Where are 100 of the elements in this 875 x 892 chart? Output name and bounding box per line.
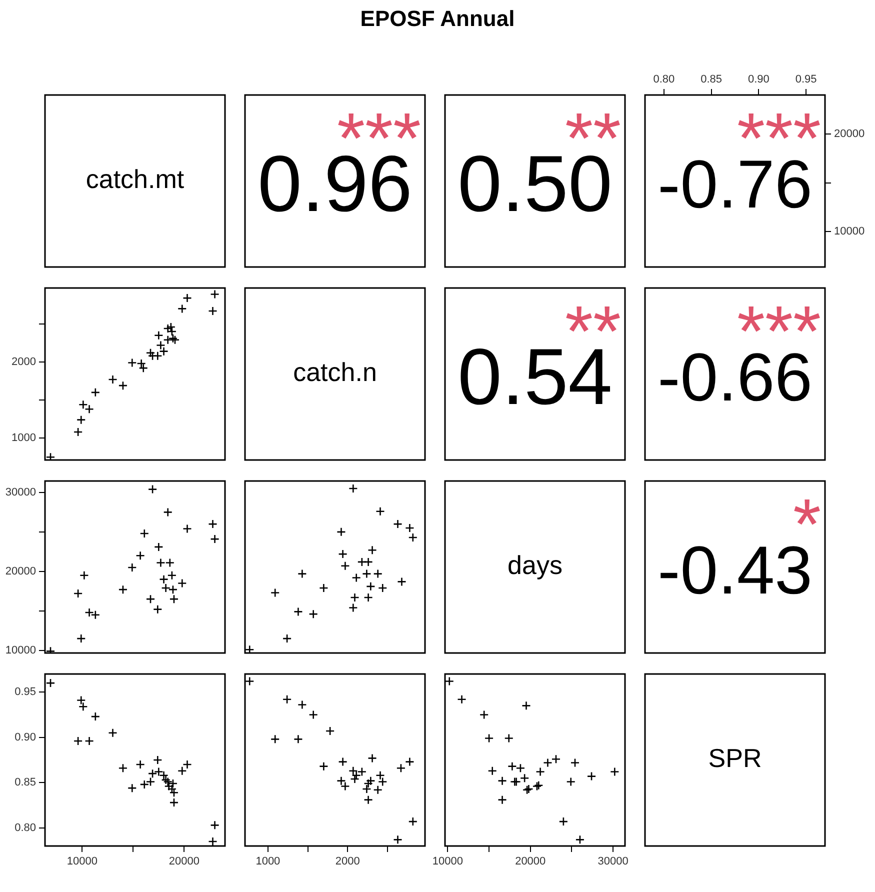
point bbox=[558, 816, 568, 826]
x-tick-label: 0.90 bbox=[748, 73, 770, 86]
point bbox=[445, 676, 454, 686]
point bbox=[457, 694, 466, 704]
y-tick-label: 1000 bbox=[12, 432, 36, 444]
text: EPOSF Annual bbox=[359, 6, 516, 32]
point bbox=[570, 758, 580, 768]
x-tick-label: 0.85 bbox=[700, 73, 722, 86]
point bbox=[551, 754, 561, 764]
point bbox=[366, 776, 376, 786]
y-tick-label: 0.90 bbox=[14, 731, 36, 744]
point bbox=[325, 726, 335, 736]
point bbox=[408, 532, 418, 542]
point bbox=[136, 760, 145, 770]
point bbox=[108, 728, 118, 738]
point bbox=[319, 583, 328, 593]
point bbox=[362, 569, 372, 578]
point bbox=[154, 330, 164, 340]
point bbox=[282, 634, 292, 644]
x-tick-label: 0.95 bbox=[795, 73, 817, 86]
point bbox=[373, 785, 382, 795]
point bbox=[90, 388, 100, 398]
point bbox=[536, 767, 545, 776]
point bbox=[368, 545, 377, 555]
point bbox=[393, 519, 402, 529]
point bbox=[169, 594, 179, 604]
point bbox=[208, 306, 218, 316]
point bbox=[504, 734, 514, 743]
point bbox=[148, 484, 158, 494]
y-tick-label: 0.85 bbox=[14, 776, 36, 789]
point bbox=[352, 573, 361, 582]
y-tick-label: 2000 bbox=[12, 356, 36, 368]
point bbox=[167, 570, 177, 580]
point bbox=[498, 795, 507, 804]
point bbox=[84, 736, 94, 746]
point bbox=[73, 588, 83, 598]
point bbox=[245, 644, 254, 653]
point bbox=[294, 607, 303, 616]
text: catch.n bbox=[293, 357, 377, 388]
point bbox=[393, 835, 402, 844]
point bbox=[127, 562, 137, 572]
point bbox=[484, 734, 494, 743]
point bbox=[127, 783, 137, 793]
point bbox=[319, 762, 328, 771]
point bbox=[161, 583, 170, 593]
point bbox=[163, 335, 173, 345]
point bbox=[508, 762, 517, 771]
point bbox=[357, 767, 367, 776]
point bbox=[118, 380, 128, 390]
point bbox=[522, 701, 531, 710]
point bbox=[108, 374, 118, 384]
y-tick-label: 0.80 bbox=[14, 822, 36, 834]
point bbox=[165, 558, 175, 568]
y-tick-label: 0.95 bbox=[14, 686, 36, 698]
point bbox=[610, 767, 620, 776]
point bbox=[364, 592, 373, 602]
text: SPR bbox=[708, 743, 762, 774]
point bbox=[80, 570, 89, 580]
point bbox=[520, 773, 530, 783]
point bbox=[479, 710, 489, 720]
point bbox=[408, 816, 418, 826]
point bbox=[182, 293, 192, 303]
point bbox=[396, 764, 406, 773]
point bbox=[543, 758, 552, 768]
point bbox=[308, 710, 318, 720]
point bbox=[118, 764, 128, 773]
point bbox=[208, 519, 218, 529]
x-tick-label: 0.80 bbox=[653, 73, 675, 86]
point bbox=[336, 527, 346, 537]
point bbox=[282, 694, 292, 704]
point bbox=[488, 766, 498, 776]
point bbox=[168, 584, 178, 594]
point bbox=[357, 557, 367, 567]
point bbox=[156, 558, 166, 568]
point bbox=[516, 764, 526, 773]
point bbox=[294, 734, 303, 744]
point bbox=[364, 557, 373, 567]
point bbox=[46, 678, 56, 688]
point bbox=[586, 772, 596, 781]
point bbox=[566, 777, 576, 786]
point bbox=[298, 569, 307, 578]
point bbox=[153, 604, 162, 614]
x-tick-label: 20000 bbox=[515, 856, 546, 868]
point bbox=[364, 778, 373, 788]
point bbox=[182, 760, 192, 770]
point bbox=[118, 584, 128, 594]
point bbox=[182, 524, 192, 534]
point bbox=[405, 523, 414, 533]
x-tick-label: 30000 bbox=[598, 856, 628, 868]
point bbox=[298, 700, 307, 710]
point bbox=[140, 780, 150, 790]
point bbox=[146, 594, 156, 604]
point bbox=[348, 484, 358, 494]
x-tick-label: 10000 bbox=[66, 856, 98, 868]
y-tick-label: 30000 bbox=[5, 486, 36, 498]
point bbox=[208, 836, 218, 846]
point bbox=[159, 574, 168, 584]
point bbox=[364, 795, 373, 804]
point bbox=[177, 304, 187, 314]
point bbox=[498, 776, 507, 786]
